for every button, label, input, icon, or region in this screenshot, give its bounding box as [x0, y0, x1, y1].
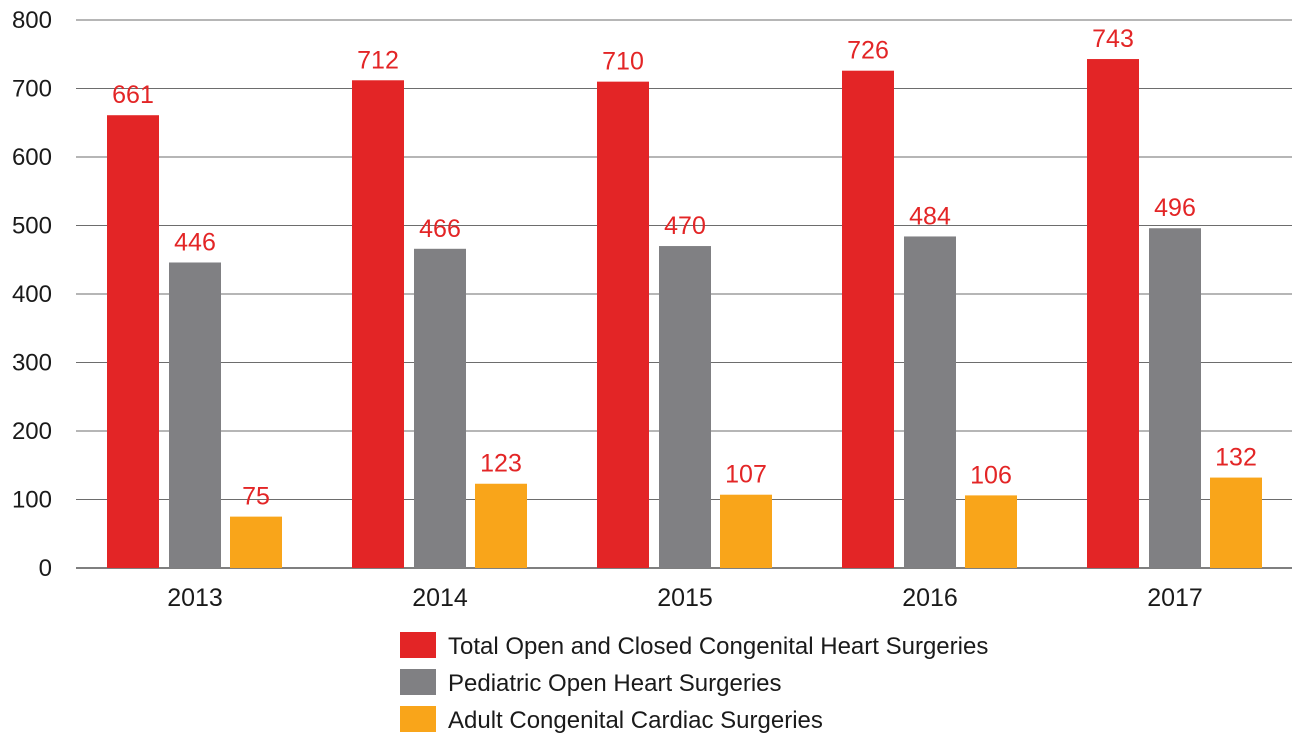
bar — [230, 516, 282, 568]
data-labels: 661 446 75 712 466 123 710 470 107 726 484 106 743 49… — [112, 25, 1257, 511]
x-tick-label: 2017 — [1147, 584, 1203, 612]
data-label: 132 — [1215, 444, 1257, 472]
bar — [107, 115, 159, 568]
bar — [720, 494, 772, 568]
data-label: 106 — [970, 461, 1012, 489]
bar — [475, 483, 527, 568]
legend-label: Pediatric Open Heart Surgeries — [448, 670, 782, 697]
bar — [1087, 59, 1139, 569]
data-label: 712 — [357, 46, 399, 74]
legend-swatch — [400, 706, 436, 732]
y-tick-label: 500 — [12, 213, 52, 240]
legend-swatch — [400, 669, 436, 695]
bar — [842, 70, 894, 568]
bar — [597, 81, 649, 569]
bar — [904, 236, 956, 568]
y-tick-label: 800 — [12, 7, 52, 34]
y-tick-label: 0 — [39, 555, 52, 582]
data-label: 710 — [602, 48, 644, 76]
y-tick-label: 600 — [12, 144, 52, 171]
y-tick-label: 400 — [12, 281, 52, 308]
x-tick-label: 2013 — [167, 584, 223, 612]
data-label: 466 — [419, 215, 461, 243]
x-tick-label: 2015 — [657, 584, 713, 612]
data-label: 123 — [480, 450, 522, 478]
data-label: 743 — [1092, 25, 1134, 53]
bar — [169, 262, 221, 568]
y-tick-label: 100 — [12, 487, 52, 514]
data-label: 496 — [1154, 194, 1196, 222]
y-tick-label: 200 — [12, 418, 52, 445]
bar — [1210, 477, 1262, 568]
x-axis-ticks: 2013 2014 2015 2016 2017 — [167, 584, 1203, 612]
x-tick-label: 2014 — [412, 584, 468, 612]
data-label: 75 — [242, 483, 270, 511]
bar — [659, 246, 711, 569]
data-label: 484 — [909, 202, 951, 230]
y-tick-label: 300 — [12, 350, 52, 377]
legend: Total Open and Closed Congenital Heart S… — [400, 632, 988, 734]
legend-swatch — [400, 632, 436, 658]
legend-label: Total Open and Closed Congenital Heart S… — [448, 633, 988, 660]
legend-label: Adult Congenital Cardiac Surgeries — [448, 707, 823, 734]
bars — [107, 59, 1262, 569]
data-label: 446 — [174, 228, 216, 256]
y-axis-ticks: 0 100 200 300 400 500 600 700 800 — [12, 7, 52, 582]
bar — [1149, 228, 1201, 569]
data-label: 726 — [847, 37, 889, 65]
bar — [352, 80, 404, 568]
data-label: 470 — [664, 212, 706, 240]
bar — [414, 248, 466, 569]
y-tick-label: 700 — [12, 76, 52, 103]
data-label: 107 — [725, 461, 767, 489]
bar — [965, 495, 1017, 568]
data-label: 661 — [112, 81, 154, 109]
x-tick-label: 2016 — [902, 584, 958, 612]
